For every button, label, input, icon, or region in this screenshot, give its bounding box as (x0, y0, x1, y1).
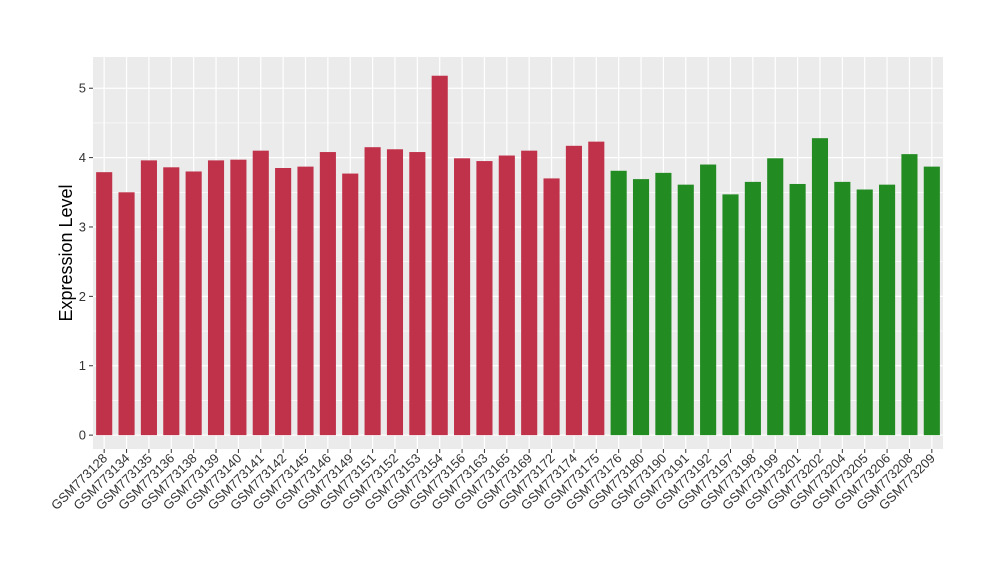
bar-GSM773190 (655, 172, 672, 436)
bar-GSM773199 (767, 158, 784, 436)
bar-GSM773142 (275, 168, 292, 436)
bar-GSM773206 (879, 184, 896, 436)
bar-GSM773134 (118, 192, 135, 436)
bar-GSM773141 (252, 150, 269, 436)
bar-GSM773136 (163, 167, 180, 436)
bar-GSM773175 (588, 141, 605, 436)
y-tick-label: 2 (79, 289, 86, 304)
bar-GSM773135 (140, 160, 157, 436)
bar-GSM773153 (409, 152, 426, 436)
y-tick-label: 4 (79, 150, 86, 165)
bar-GSM773192 (700, 164, 717, 436)
bar-GSM773191 (677, 184, 694, 436)
y-tick-label: 3 (79, 219, 86, 234)
bar-GSM773138 (185, 171, 202, 436)
bar-GSM773174 (565, 145, 582, 436)
bar-GSM773151 (364, 147, 381, 436)
y-axis-title: Expression Level (56, 184, 76, 321)
bar-GSM773208 (901, 154, 918, 436)
bar-GSM773156 (454, 158, 471, 436)
bar-GSM773146 (319, 152, 336, 436)
bar-GSM773149 (342, 173, 359, 436)
bar-GSM773180 (632, 179, 650, 436)
bar-GSM773209 (923, 166, 940, 436)
bar-GSM773176 (610, 170, 627, 436)
bar-GSM773154 (431, 75, 448, 436)
bar-GSM773197 (722, 194, 739, 436)
x-axis: GSM773128GSM773134GSM773135GSM773136GSM7… (48, 449, 938, 513)
bar-GSM773172 (543, 178, 560, 436)
bar-GSM773202 (811, 138, 829, 436)
bar-GSM773169 (521, 150, 538, 436)
bar-GSM773139 (207, 160, 225, 436)
y-tick-label: 1 (79, 358, 86, 373)
bar-GSM773152 (386, 149, 404, 436)
bar-GSM773165 (498, 155, 515, 436)
bar-GSM773204 (834, 181, 851, 436)
bars (96, 75, 940, 436)
bar-GSM773140 (230, 159, 247, 436)
y-tick-label: 0 (79, 428, 86, 443)
bar-GSM773198 (744, 181, 761, 436)
y-tick-label: 5 (79, 81, 86, 96)
y-axis: 0 1 2 3 4 5 (79, 81, 93, 443)
bar-GSM773201 (789, 183, 806, 436)
bar-GSM773163 (476, 161, 493, 436)
bar-GSM773205 (856, 189, 873, 436)
bar-GSM773128 (96, 172, 113, 436)
bar-GSM773145 (297, 166, 314, 436)
